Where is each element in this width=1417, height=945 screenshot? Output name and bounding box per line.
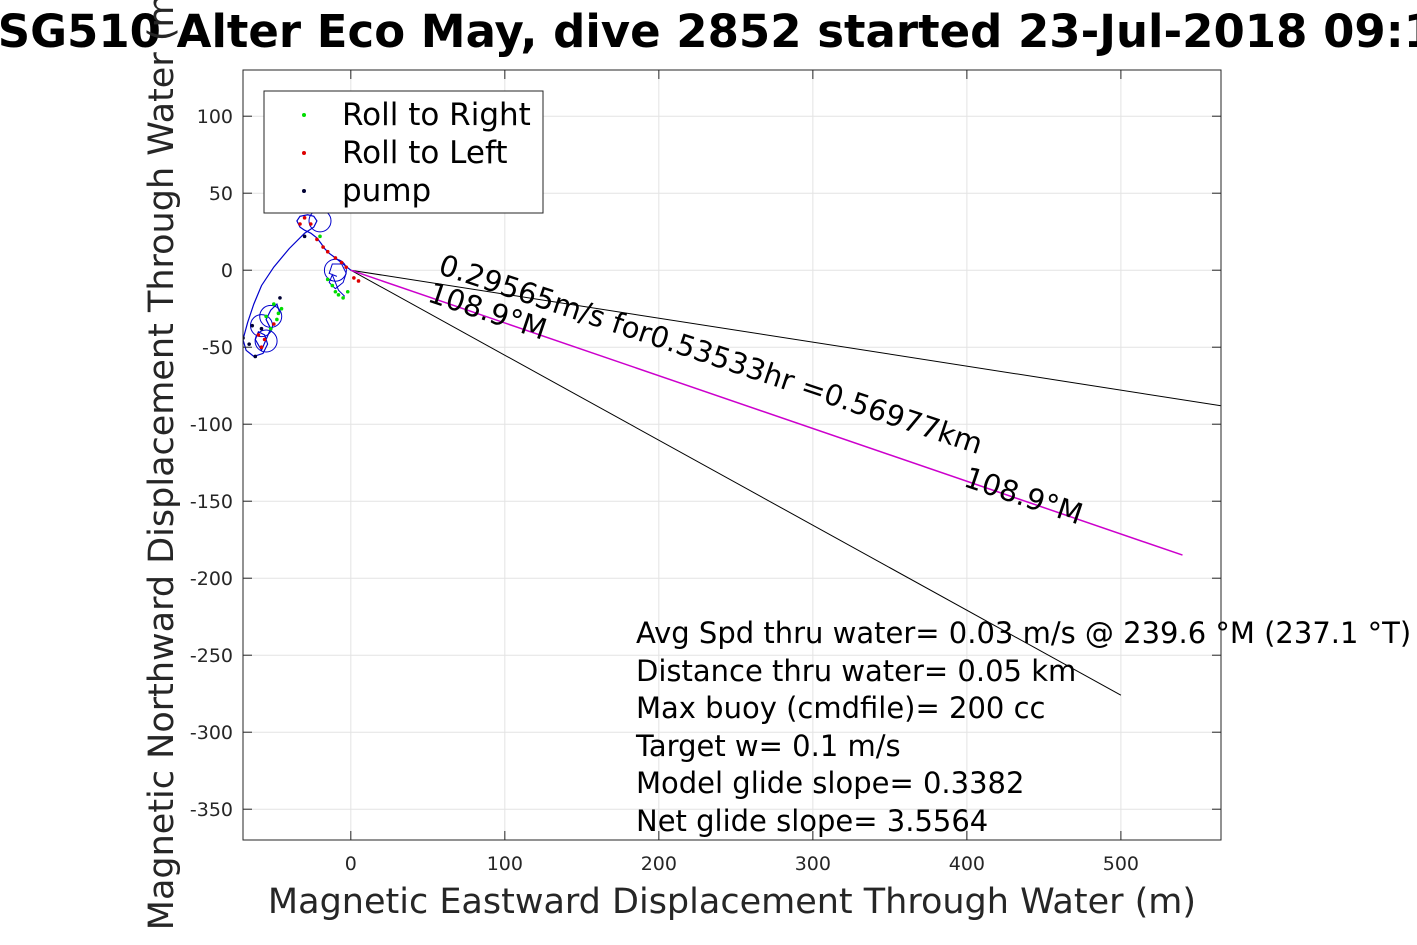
pump-point [247, 342, 251, 346]
roll-right-point [330, 283, 335, 288]
y-tick-label: 50 [209, 183, 233, 205]
track-loop [254, 329, 278, 353]
legend-label-roll-left: Roll to Left [342, 135, 508, 171]
stat-line: Max buoy (cmdfile)= 200 cc [636, 691, 1045, 725]
roll-right-point [336, 293, 341, 297]
chart-title: SG510 Alter Eco May, dive 2852 started 2… [0, 5, 1417, 58]
roll-left-point [298, 222, 302, 226]
legend-label-roll-right: Roll to Right [342, 97, 531, 133]
roll-left-point [308, 222, 313, 226]
legend-marker-roll-left [302, 151, 306, 155]
pump-point [250, 323, 255, 328]
y-tick-label: 100 [197, 106, 233, 128]
pump-point [253, 354, 258, 359]
pump-point [259, 326, 264, 331]
roll-left-point [356, 279, 361, 283]
plot-frame [242, 69, 1222, 841]
heading-upper-line [350, 269, 1221, 407]
roll-right-point [275, 317, 279, 322]
legend-marker-roll-right [302, 113, 306, 117]
x-tick-label: 0 [345, 853, 357, 875]
y-tick-label: -350 [190, 799, 233, 821]
roll-left-point [302, 216, 307, 220]
roll-left-point [259, 345, 264, 350]
y-tick-label: -150 [190, 491, 233, 513]
x-tick-label: 400 [949, 853, 985, 875]
x-tick-label: 200 [641, 853, 677, 875]
roll-right-point [333, 289, 338, 294]
y-tick-label: -50 [202, 337, 233, 359]
roll-right-point [268, 326, 273, 331]
roll-right-point [325, 277, 330, 282]
data-points [243, 216, 361, 359]
track-segment [328, 263, 347, 297]
pump-point [278, 296, 282, 300]
legend: Roll to Right Roll to Left pump [263, 90, 544, 214]
legend-box [263, 90, 544, 214]
stat-line: Avg Spd thru water= 0.03 m/s @ 239.6 °M … [636, 616, 1411, 650]
y-tick-label: -100 [190, 414, 233, 436]
roll-left-point [256, 333, 261, 337]
roll-left-point [344, 265, 348, 269]
stat-line: Model glide slope= 0.3382 [636, 766, 1024, 800]
tick-marks [243, 70, 1221, 840]
x-tick-label: 300 [795, 853, 831, 875]
stat-line: Distance thru water= 0.05 km [636, 654, 1076, 688]
stat-line: Target w= 0.1 m/s [635, 729, 901, 763]
roll-right-point [345, 289, 350, 294]
legend-label-pump: pump [342, 173, 431, 209]
stats-block: Avg Spd thru water= 0.03 m/s @ 239.6 °M … [635, 616, 1411, 838]
roll-left-point [262, 337, 267, 342]
roll-left-point [321, 245, 325, 249]
legend-marker-pump [302, 189, 306, 193]
x-tick-label: 100 [487, 853, 523, 875]
track-loops [249, 209, 347, 353]
y-tick-label: -250 [190, 645, 233, 667]
x-tick-labels: 0 100 200 300 400 500 [345, 853, 1139, 875]
roll-left-point [272, 322, 276, 326]
y-tick-label: -300 [190, 722, 233, 744]
stat-line: Net glide slope= 3.5564 [636, 804, 988, 838]
current-vector-line [350, 269, 1183, 556]
heading-lines [350, 269, 1221, 696]
y-tick-label: -200 [190, 568, 233, 590]
roll-right-point [279, 306, 284, 311]
y-tick-labels: 100 50 0 -50 -100 -150 -200 -250 -300 -350 [190, 106, 233, 821]
roll-right-point [264, 314, 268, 319]
heading-lower-line [350, 269, 1122, 696]
y-axis-label: Magnetic Northward Displacement Through … [142, 0, 182, 930]
pump-point [302, 234, 307, 239]
roll-left-point [339, 260, 344, 265]
roll-right-point [276, 311, 281, 316]
roll-left-point [352, 276, 356, 280]
roll-left-point [325, 249, 330, 254]
roll-left-point [315, 237, 319, 242]
x-tick-label: 500 [1103, 853, 1139, 875]
y-tick-label: 0 [221, 260, 233, 282]
roll-right-point [341, 296, 345, 300]
roll-right-point [272, 302, 276, 306]
roll-left-point [333, 256, 338, 260]
x-axis-label: Magnetic Eastward Displacement Through W… [268, 882, 1196, 922]
roll-right-point [318, 234, 322, 239]
